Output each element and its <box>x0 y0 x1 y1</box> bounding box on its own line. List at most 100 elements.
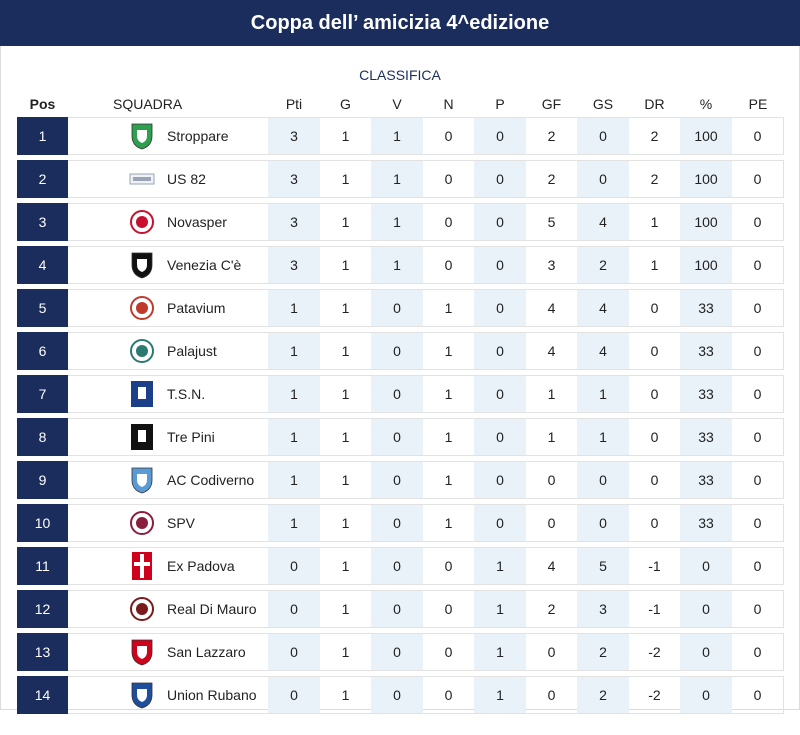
team-wrap: SPV <box>68 506 268 540</box>
team-wrap: Stroppare <box>68 119 268 153</box>
goals-for-cell: 4 <box>526 547 577 585</box>
goal-diff-cell: 1 <box>629 246 680 284</box>
column-header-pts: Pti <box>285 96 303 112</box>
goal-diff-cell: 0 <box>629 418 680 456</box>
percentage-cell: 100 <box>680 160 732 198</box>
position-cell: 3 <box>17 203 68 241</box>
goal-diff-cell: -2 <box>629 633 680 671</box>
team-logo-icon <box>129 379 155 409</box>
team-name: Novasper <box>167 214 227 230</box>
goals-against-cell: 0 <box>577 461 629 499</box>
team-name: Ex Padova <box>167 558 235 574</box>
goals-for-cell: 2 <box>526 117 577 155</box>
position-cell: 4 <box>17 246 68 284</box>
points-cell: 1 <box>268 461 320 499</box>
goal-diff-cell: 0 <box>629 504 680 542</box>
team-name: AC Codiverno <box>167 472 255 488</box>
wins-cell: 0 <box>371 289 423 327</box>
column-header-p: P <box>495 96 505 112</box>
position-cell: 10 <box>17 504 68 542</box>
team-cell: Stroppare <box>68 117 268 155</box>
pe-cell: 0 <box>732 375 784 413</box>
points-cell: 3 <box>268 160 320 198</box>
column-header-pct: % <box>699 96 713 112</box>
percentage-cell: 100 <box>680 246 732 284</box>
losses-cell: 0 <box>474 418 526 456</box>
table-row: 14 Union Rubano 0 1 0 0 1 0 2 -2 0 0 <box>17 676 784 714</box>
position-cell: 13 <box>17 633 68 671</box>
column-header-dr: DR <box>644 96 665 112</box>
position-cell: 5 <box>17 289 68 327</box>
wins-cell: 1 <box>371 117 423 155</box>
goals-against-cell: 2 <box>577 633 629 671</box>
team-cell: Union Rubano <box>68 676 268 714</box>
table-row: 8 Tre Pini 1 1 0 1 0 1 1 0 33 0 <box>17 418 784 456</box>
standings-panel: CLASSIFICA Pos SQUADRA Pti G V N P GF GS… <box>0 46 800 714</box>
played-cell: 1 <box>320 676 371 714</box>
points-cell: 3 <box>268 117 320 155</box>
wins-cell: 1 <box>371 160 423 198</box>
team-wrap: Patavium <box>68 291 268 325</box>
table-row: 3 Novasper 3 1 1 0 0 5 4 1 100 0 <box>17 203 784 241</box>
wins-cell: 1 <box>371 246 423 284</box>
goal-diff-cell: 0 <box>629 461 680 499</box>
goals-against-cell: 4 <box>577 203 629 241</box>
team-name: Real Di Mauro <box>167 601 257 617</box>
position-cell: 8 <box>17 418 68 456</box>
percentage-cell: 33 <box>680 418 732 456</box>
losses-cell: 0 <box>474 332 526 370</box>
table-row: 12 Real Di Mauro 0 1 0 0 1 2 3 -1 0 0 <box>17 590 784 628</box>
draws-cell: 0 <box>423 203 474 241</box>
played-cell: 1 <box>320 547 371 585</box>
points-cell: 0 <box>268 633 320 671</box>
played-cell: 1 <box>320 246 371 284</box>
goals-for-cell: 1 <box>526 375 577 413</box>
wins-cell: 0 <box>371 461 423 499</box>
team-wrap: Venezia C'è <box>68 248 268 282</box>
team-wrap: Novasper <box>68 205 268 239</box>
pe-cell: 0 <box>732 590 784 628</box>
pe-cell: 0 <box>732 160 784 198</box>
position-cell: 2 <box>17 160 68 198</box>
team-wrap: Real Di Mauro <box>68 592 268 626</box>
losses-cell: 0 <box>474 504 526 542</box>
percentage-cell: 33 <box>680 461 732 499</box>
team-logo-icon <box>129 551 155 581</box>
team-name: Union Rubano <box>167 687 257 703</box>
team-logo-icon <box>129 680 155 710</box>
draws-cell: 0 <box>423 246 474 284</box>
goals-against-cell: 4 <box>577 289 629 327</box>
losses-cell: 0 <box>474 203 526 241</box>
draws-cell: 0 <box>423 590 474 628</box>
team-name: T.S.N. <box>167 386 206 402</box>
team-cell: AC Codiverno <box>68 461 268 499</box>
table-row: 1 Stroppare 3 1 1 0 0 2 0 2 100 0 <box>17 117 784 155</box>
wins-cell: 0 <box>371 375 423 413</box>
pe-cell: 0 <box>732 676 784 714</box>
team-logo-icon <box>129 121 155 151</box>
team-cell: Novasper <box>68 203 268 241</box>
played-cell: 1 <box>320 375 371 413</box>
team-name: Stroppare <box>167 128 229 144</box>
team-logo-icon <box>129 293 155 323</box>
pe-cell: 0 <box>732 461 784 499</box>
column-header-gf: GF <box>541 96 562 112</box>
draws-cell: 0 <box>423 547 474 585</box>
percentage-cell: 100 <box>680 203 732 241</box>
points-cell: 0 <box>268 547 320 585</box>
position-cell: 9 <box>17 461 68 499</box>
goals-for-cell: 2 <box>526 590 577 628</box>
column-header-pos: Pos <box>29 96 56 112</box>
percentage-cell: 0 <box>680 547 732 585</box>
goals-for-cell: 4 <box>526 289 577 327</box>
team-name: Patavium <box>167 300 226 316</box>
goal-diff-cell: 2 <box>629 160 680 198</box>
losses-cell: 1 <box>474 676 526 714</box>
team-logo-icon <box>129 250 155 280</box>
team-logo-icon <box>129 207 155 237</box>
team-wrap: T.S.N. <box>68 377 268 411</box>
losses-cell: 0 <box>474 160 526 198</box>
goals-against-cell: 0 <box>577 504 629 542</box>
team-cell: Tre Pini <box>68 418 268 456</box>
points-cell: 1 <box>268 504 320 542</box>
